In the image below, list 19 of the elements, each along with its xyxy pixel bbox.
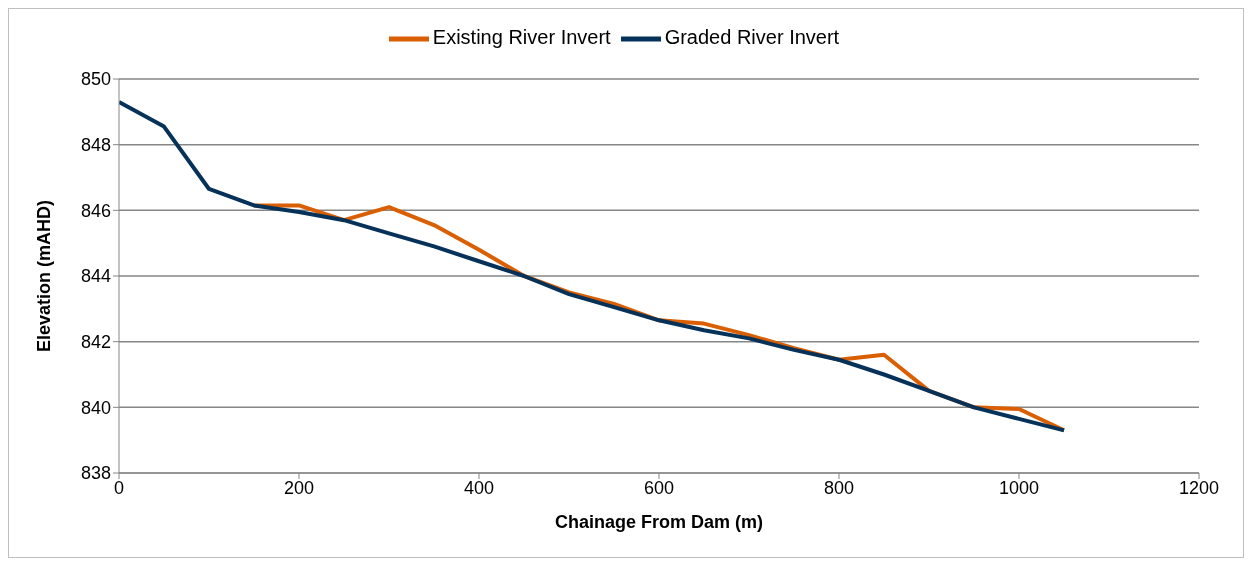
x-tick-label: 800 — [823, 477, 855, 498]
x-tick-label: 1000 — [998, 477, 1040, 498]
line-series — [119, 99, 1066, 433]
x-axis-title: Chainage From Dam (m) — [554, 512, 764, 532]
x-tick-label: 400 — [463, 477, 495, 498]
y-tick-label: 850 — [80, 69, 111, 90]
y-tick-label: 844 — [80, 266, 111, 287]
legend-label: Existing River Invert — [432, 26, 611, 49]
y-tick-label: 842 — [80, 332, 111, 353]
y-tick-label: 838 — [80, 463, 111, 484]
y-tick-label: 846 — [80, 200, 111, 221]
legend-label: Graded River Invert — [664, 26, 840, 49]
y-tick-label: 848 — [80, 135, 111, 156]
x-tick-label: 600 — [643, 477, 675, 498]
x-tick-label: 1200 — [1178, 477, 1220, 498]
y-tick-label: 840 — [80, 397, 111, 418]
x-tick-label: 0 — [113, 477, 125, 498]
y-axis-title: Elevation (mAHD) — [34, 199, 55, 353]
x-tick-label: 200 — [283, 477, 315, 498]
